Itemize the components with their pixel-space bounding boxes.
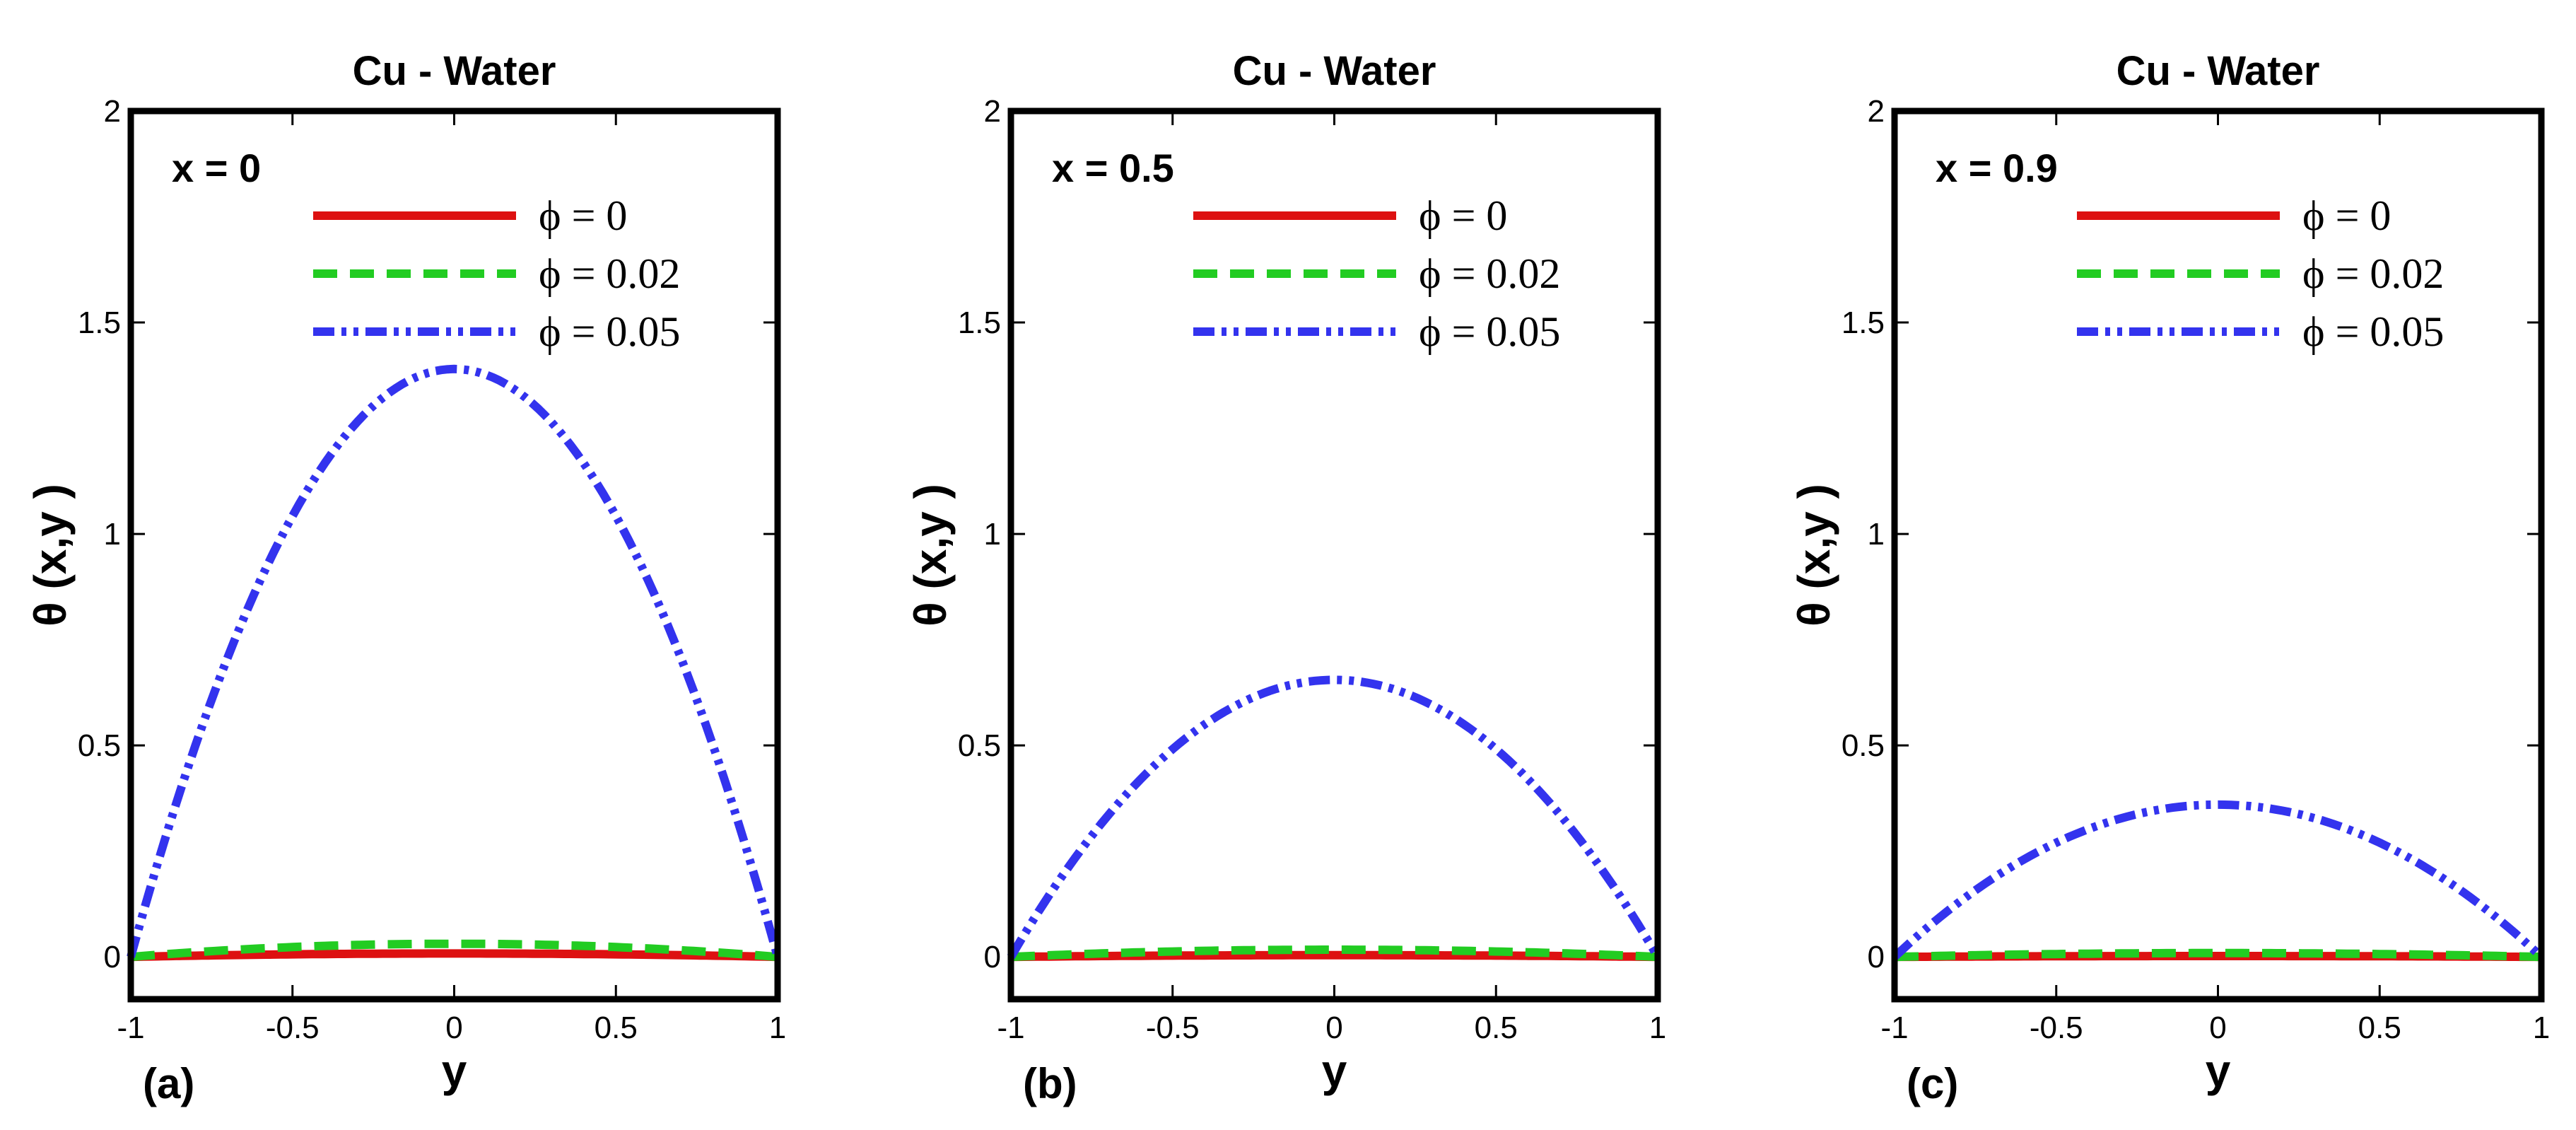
x-tick-label: 0 bbox=[1325, 1010, 1342, 1045]
y-tick-label: 2 bbox=[1868, 94, 1885, 129]
series-line-0 bbox=[1894, 952, 2542, 962]
y-tick-label: 1 bbox=[104, 517, 121, 552]
x-axis-label: y bbox=[442, 1045, 467, 1096]
legend-label-2: ϕ = 0.05 bbox=[2302, 308, 2444, 355]
series-line-0 bbox=[1010, 950, 1658, 962]
y-tick-label: 1.5 bbox=[78, 305, 121, 340]
y-tick-label: 0 bbox=[984, 940, 1001, 974]
legend-label-2: ϕ = 0.05 bbox=[1419, 308, 1560, 355]
x-tick-label: 0 bbox=[2209, 1010, 2226, 1045]
x-tick-label: 1 bbox=[1649, 1010, 1666, 1045]
x-tick-label: -0.5 bbox=[1146, 1010, 1200, 1045]
x-tick-label: -1 bbox=[117, 1010, 144, 1045]
y-tick-label: 1.5 bbox=[1842, 305, 1885, 340]
x-tick-label: -1 bbox=[1880, 1010, 1908, 1045]
x-tick-label: 0 bbox=[445, 1010, 462, 1045]
panel-label: (c) bbox=[1907, 1060, 1958, 1107]
y-tick-label: 0.5 bbox=[1842, 728, 1885, 763]
y-tick-label: 1 bbox=[984, 517, 1001, 552]
y-axis-label: θ (x,y ) bbox=[905, 484, 956, 627]
condition-label: x = 0.9 bbox=[1936, 146, 2058, 190]
x-axis-label: y bbox=[2206, 1045, 2231, 1096]
chart-title: Cu - Water bbox=[1233, 48, 1436, 94]
legend-label-0: ϕ = 0 bbox=[1419, 192, 1507, 239]
x-tick-label: 1 bbox=[2533, 1010, 2550, 1045]
x-tick-label: 0.5 bbox=[2358, 1010, 2401, 1045]
x-tick-label: -0.5 bbox=[266, 1010, 320, 1045]
y-tick-label: 2 bbox=[984, 94, 1001, 129]
plot-frame bbox=[1007, 107, 1661, 1003]
panel-label: (a) bbox=[143, 1060, 194, 1107]
panel-c: Cu - Water 0 0.5 1 1.5 2 -1 -0.5 0 0.5 1 y θ (x,y ) x… bbox=[1788, 48, 2550, 1107]
condition-label: x = 0.5 bbox=[1052, 146, 1174, 190]
x-tick-label: 0.5 bbox=[1475, 1010, 1518, 1045]
y-tick-label: 0 bbox=[1868, 940, 1885, 974]
y-tick-label: 0.5 bbox=[78, 728, 121, 763]
series-line-0 bbox=[130, 949, 778, 962]
legend-label-1: ϕ = 0.02 bbox=[2302, 250, 2444, 297]
y-tick-label: 2 bbox=[104, 94, 121, 129]
y-axis-label: θ (x,y ) bbox=[1788, 484, 1839, 627]
y-tick-label: 0.5 bbox=[958, 728, 1001, 763]
panel-b: Cu - Water 0 0.5 1 1.5 2 -1 -0.5 0 0.5 1 y θ (x,y ) x… bbox=[905, 48, 1666, 1107]
legend-label-0: ϕ = 0 bbox=[2302, 192, 2391, 239]
legend-label-2: ϕ = 0.05 bbox=[539, 308, 680, 355]
x-tick-label: 1 bbox=[769, 1010, 786, 1045]
series-line-2 bbox=[1891, 800, 2545, 960]
plot-frame bbox=[127, 107, 781, 1003]
y-tick-label: 1.5 bbox=[958, 305, 1001, 340]
x-axis-label: y bbox=[1322, 1045, 1347, 1096]
y-axis-label: θ (x,y ) bbox=[25, 484, 76, 627]
y-tick-label: 0 bbox=[104, 940, 121, 974]
plot-frame bbox=[1891, 107, 2545, 1003]
chart-title: Cu - Water bbox=[2117, 48, 2320, 94]
x-tick-label: -0.5 bbox=[2030, 1010, 2083, 1045]
legend-label-1: ϕ = 0.02 bbox=[1419, 250, 1560, 297]
x-tick-label: 0.5 bbox=[595, 1010, 638, 1045]
chart-title: Cu - Water bbox=[353, 48, 556, 94]
panel-label: (b) bbox=[1023, 1060, 1077, 1107]
x-tick-label: -1 bbox=[997, 1010, 1024, 1045]
panel-a: Cu - Water 0 0.5 1 1.5 2 -1 -0.5 0 0.5 1 y θ (x,y ) x… bbox=[25, 48, 786, 1107]
y-tick-label: 1 bbox=[1868, 517, 1885, 552]
legend-label-0: ϕ = 0 bbox=[539, 192, 627, 239]
condition-label: x = 0 bbox=[172, 146, 261, 190]
series-line-2 bbox=[1007, 675, 1662, 960]
series-line-2 bbox=[127, 364, 782, 958]
legend-label-1: ϕ = 0.02 bbox=[539, 250, 680, 297]
